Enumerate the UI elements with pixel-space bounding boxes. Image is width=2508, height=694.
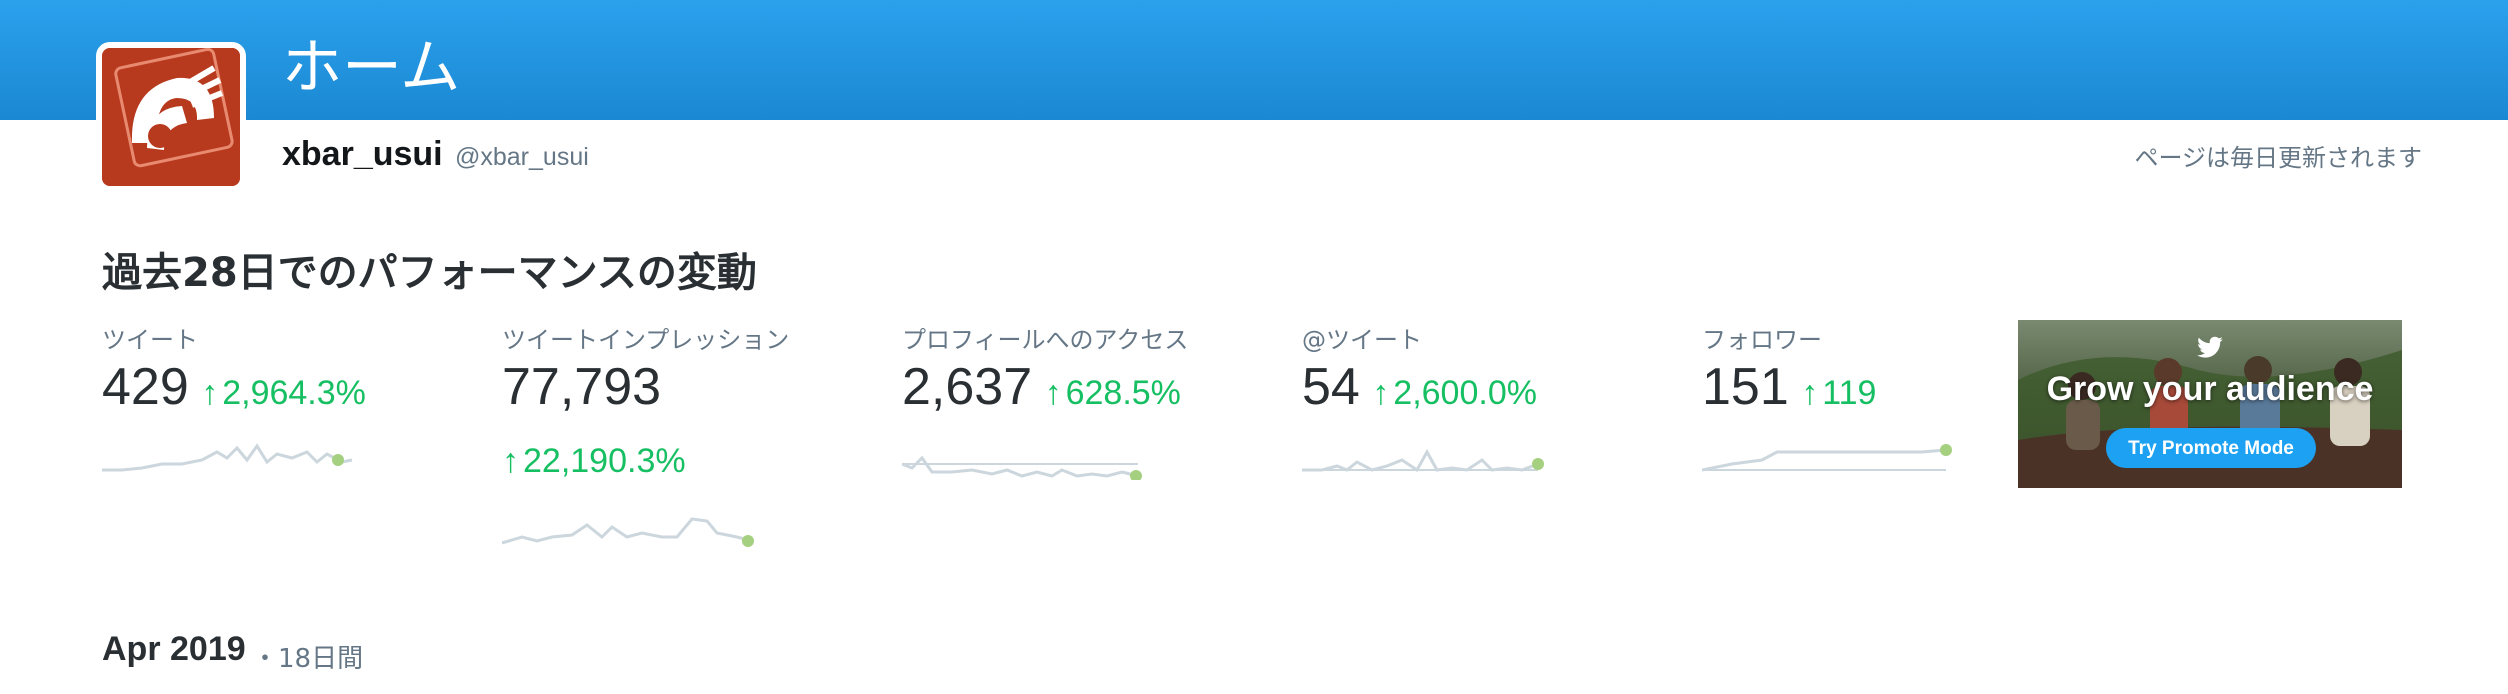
update-note: ページは毎日更新されます — [2134, 144, 2422, 172]
user-handle[interactable]: @xbar_usui — [455, 143, 589, 171]
page-title: ホーム — [282, 33, 461, 103]
metric-mentions: @ツイート 54 ↑ 2,600.0% — [1302, 320, 1662, 480]
metric-value: 151 — [1702, 358, 1789, 416]
header-band — [0, 0, 2508, 120]
arrow-up-icon: ↑ — [502, 442, 519, 481]
metric-label: ツイートインプレッション — [502, 326, 790, 354]
metric-label: プロフィールへのアクセス — [902, 326, 1189, 354]
sparkline-tweets — [102, 443, 353, 472]
metric-value: 54 — [1302, 358, 1360, 416]
metric-label: ツイート — [102, 326, 198, 354]
try-promote-mode-button[interactable]: Try Promote Mode — [2106, 428, 2316, 468]
sparkline-profile-visits — [902, 455, 1142, 481]
metric-value: 2,637 — [902, 358, 1033, 416]
metric-followers: フォロワー 151 ↑ 119 — [1702, 320, 2062, 480]
section-title: 過去28日でのパフォーマンスの変動 — [102, 250, 757, 296]
metric-label: フォロワー — [1702, 326, 1822, 354]
arrow-up-icon: ↑ — [201, 374, 219, 412]
user-name[interactable]: xbar_usui — [282, 135, 443, 173]
metric-change: ↑ 119 — [1801, 374, 1877, 412]
period-title: Apr 2019 — [102, 630, 246, 668]
metric-value: 77,793 — [502, 358, 662, 416]
metric-value: 429 — [102, 358, 189, 416]
metric-change: ↑ 2,600.0% — [1372, 374, 1537, 412]
metric-change: ↑ 2,964.3% — [201, 374, 366, 412]
arrow-up-icon: ↑ — [1372, 374, 1390, 412]
metric-change: ↑ 22,190.3% — [502, 442, 686, 481]
metric-impressions: ツイートインプレッション 77,793 ↑ 22,190.3% — [502, 320, 862, 551]
metric-change: ↑ 628.5% — [1044, 374, 1181, 412]
metric-tweets: ツイート 429 ↑ 2,964.3% — [102, 320, 462, 480]
metric-label: @ツイート — [1302, 326, 1422, 354]
period-days: ・18日間 — [252, 644, 364, 674]
promo-headline: Grow your audience — [2046, 370, 2374, 408]
sparkline-followers — [1702, 444, 1952, 472]
promo-card[interactable]: Grow your audience Try Promote Mode — [2018, 320, 2402, 488]
sparkline-mentions — [1302, 449, 1544, 473]
bird-icon — [2197, 336, 2223, 358]
metric-profile-visits: プロフィールへのアクセス 2,637 ↑ 628.5% — [902, 320, 1262, 481]
arrow-up-icon: ↑ — [1044, 374, 1062, 412]
sparkline-impressions — [502, 517, 754, 548]
arrow-up-icon: ↑ — [1801, 374, 1819, 412]
avatar[interactable] — [96, 42, 246, 192]
